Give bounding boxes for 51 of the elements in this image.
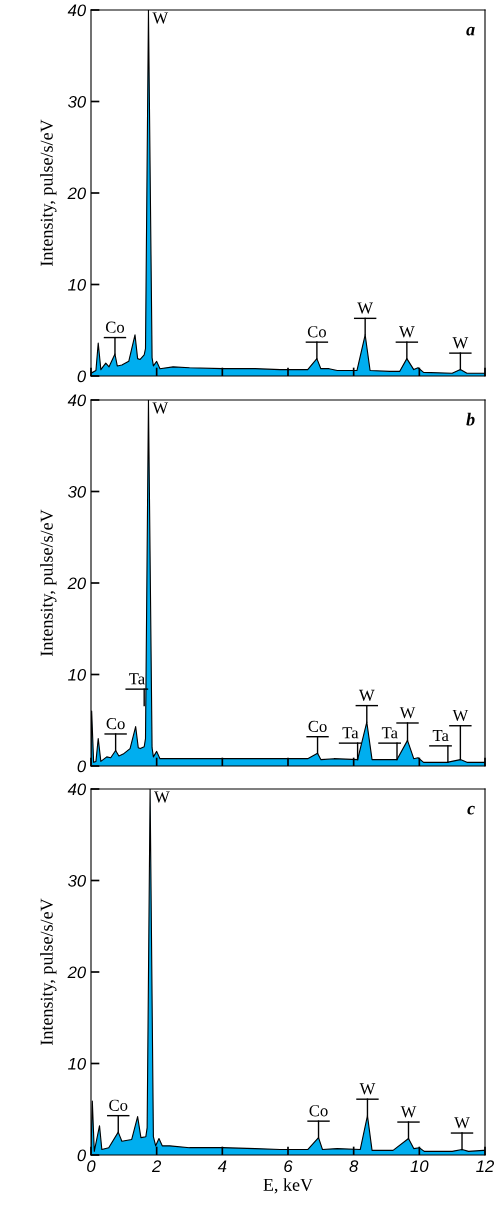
annotation: Co — [109, 1099, 128, 1111]
annotation: Co — [308, 720, 327, 732]
y-tick-label: 40 — [67, 394, 86, 407]
annotation: Co — [309, 1105, 328, 1117]
annotation: W — [400, 1106, 417, 1118]
annotation: W — [154, 791, 170, 803]
annotation: Ta — [342, 727, 359, 739]
y-tick-label: 10 — [68, 278, 86, 291]
y-tick-label: 40 — [67, 4, 86, 17]
y-tick-label: 40 — [67, 783, 86, 796]
y-axis-title: Intensity, pulse/s/eV — [40, 898, 57, 1045]
y-tick-label: 20 — [67, 577, 86, 590]
y-tick-label: 0 — [77, 760, 86, 773]
annotation: W — [454, 1117, 470, 1129]
y-tick-label: 0 — [77, 1149, 86, 1162]
y-tick-label: 0 — [77, 370, 86, 383]
annotation: Co — [106, 718, 125, 730]
annotation: Ta — [432, 730, 449, 742]
annotation: Co — [105, 321, 125, 333]
annotation: Ta — [129, 673, 145, 685]
y-tick-label: 20 — [67, 187, 86, 200]
y-tick-label: 30 — [67, 485, 86, 498]
x-tick-label: 4 — [217, 1160, 227, 1172]
annotation: W — [359, 1083, 376, 1095]
y-tick-label: 10 — [68, 1057, 86, 1070]
annotation: Co — [307, 326, 326, 338]
y-axis-title: Intensity, pulse/s/eV — [40, 119, 57, 266]
annotation: W — [152, 402, 169, 414]
annotation: c — [467, 805, 475, 815]
annotation: W — [452, 337, 469, 349]
x-axis-title: E, keV — [263, 1178, 313, 1194]
annotation: Ta — [381, 727, 398, 739]
annotation: a — [466, 26, 475, 36]
x-tick-label: 12 — [476, 1160, 495, 1172]
x-tick-label: 10 — [410, 1160, 429, 1173]
y-axis-title: Intensity, pulse/s/eV — [40, 509, 57, 656]
annotation: W — [399, 707, 416, 719]
y-tick-label: 10 — [68, 668, 86, 681]
x-tick-label: 2 — [151, 1160, 162, 1172]
x-tick-label: 0 — [87, 1160, 96, 1173]
y-tick-label: 30 — [67, 874, 86, 887]
x-tick-label: 8 — [349, 1160, 359, 1173]
y-tick-label: 20 — [67, 966, 86, 979]
annotation: W — [452, 709, 469, 722]
y-tick-label: 30 — [67, 95, 86, 108]
annotation: W — [399, 326, 415, 338]
annotation: W — [357, 302, 373, 314]
x-tick-label: 6 — [284, 1160, 293, 1173]
annotation: W — [358, 689, 375, 701]
annotation: W — [152, 12, 169, 24]
annotation: b — [466, 412, 475, 426]
